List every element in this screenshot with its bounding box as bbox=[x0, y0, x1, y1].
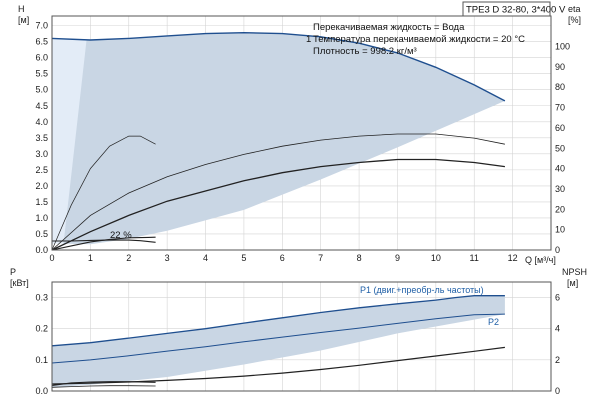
y-right-tick-label: 70 bbox=[555, 103, 565, 113]
power-envelope-shade bbox=[52, 295, 505, 388]
y-axis-label-eta: eta bbox=[568, 4, 581, 14]
y-tick-label: 0.1 bbox=[35, 355, 48, 365]
y-right-tick-label: 40 bbox=[555, 164, 565, 174]
legend-label-p1: P1 (двиг.+преобр-ль частоты) bbox=[360, 285, 484, 295]
y-axis-label-npsh-unit: [м] bbox=[567, 278, 578, 288]
x-tick-label: 10 bbox=[431, 253, 441, 263]
y-tick-label: 0.0 bbox=[35, 245, 48, 255]
p2-power-line bbox=[51, 313, 505, 364]
p1-min-speed-line bbox=[51, 381, 156, 386]
y-right-tick-label: 80 bbox=[555, 82, 565, 92]
x-tick-label: 11 bbox=[470, 253, 479, 263]
y-tick-label: 3.5 bbox=[35, 133, 48, 143]
power-chart-tick-labels: 0.0 0.1 0.2 0.3 0 2 4 6 bbox=[35, 293, 560, 396]
y-right-tick-label: 20 bbox=[555, 204, 565, 214]
y-tick-label: 7.0 bbox=[35, 21, 48, 31]
x-tick-label: 1 bbox=[88, 253, 93, 263]
head-chart-frame bbox=[51, 15, 552, 251]
y-right-tick-label: 4 bbox=[555, 324, 560, 334]
min-head-curve-line bbox=[52, 239, 156, 243]
y-right-tick-label: 10 bbox=[555, 225, 565, 235]
y-tick-label: 0.5 bbox=[35, 229, 48, 239]
efficiency-mid-line bbox=[51, 158, 505, 251]
y-right-tick-label: 50 bbox=[555, 143, 565, 153]
y-tick-label: 5.0 bbox=[35, 85, 48, 95]
minimum-flow-band bbox=[52, 38, 87, 244]
y-tick-label: 6.0 bbox=[35, 53, 48, 63]
y-right-tick-label: 90 bbox=[555, 62, 565, 72]
y-tick-label: 1.0 bbox=[35, 213, 48, 223]
x-tick-label: 9 bbox=[395, 253, 400, 263]
y-right-tick-label: 30 bbox=[555, 184, 565, 194]
y-axis-label-eta-unit: [%] bbox=[568, 15, 581, 25]
y-right-tick-label: 60 bbox=[555, 123, 565, 133]
efficiency-min-speed-line bbox=[51, 135, 156, 251]
y-right-tick-label: 6 bbox=[555, 293, 560, 303]
head-chart-curves bbox=[51, 31, 506, 251]
info-line-liquid: Перекачиваемая жидкость = Вода bbox=[313, 22, 465, 33]
info-line-temperature: Температура перекачиваемой жидкости = 20… bbox=[313, 34, 525, 45]
info-line-density: Плотность = 998.2 кг/м³ bbox=[313, 46, 417, 57]
efficiency-annotation: 22 % bbox=[110, 230, 132, 241]
y-axis-label-head-h: H bbox=[18, 4, 25, 14]
x-tick-label: 0 bbox=[49, 253, 54, 263]
y-tick-label: 2.5 bbox=[35, 165, 48, 175]
head-chart-tick-labels: 0 1 2 3 4 5 6 7 8 9 10 11 120.00.51.01.52.02.53.03.5… bbox=[35, 21, 570, 263]
x-tick-label: 6 bbox=[280, 253, 285, 263]
y-right-tick-label: 0 bbox=[555, 386, 560, 396]
y-right-tick-label: 2 bbox=[555, 355, 560, 365]
y-axis-label-power-unit: [кВт] bbox=[10, 278, 29, 288]
efficiency-low-line bbox=[51, 236, 156, 251]
p2-min-speed-line bbox=[51, 385, 156, 388]
y-tick-label: 1.5 bbox=[35, 197, 48, 207]
curve-marker-label: 1 bbox=[306, 34, 311, 45]
y-axis-label-head-unit: [м] bbox=[18, 15, 29, 25]
x-tick-label: 5 bbox=[241, 253, 246, 263]
x-tick-label: 3 bbox=[165, 253, 170, 263]
x-tick-label: 12 bbox=[508, 253, 518, 263]
p1-power-line bbox=[51, 295, 505, 347]
power-chart-curves bbox=[51, 295, 505, 388]
y-tick-label: 6.5 bbox=[35, 37, 48, 47]
y-tick-label: 0.0 bbox=[35, 386, 48, 396]
y-tick-label: 3.0 bbox=[35, 149, 48, 159]
x-tick-label: 4 bbox=[203, 253, 208, 263]
x-axis-label-flow: Q [м³/ч] bbox=[525, 255, 556, 265]
x-tick-label: 8 bbox=[357, 253, 362, 263]
efficiency-max-line bbox=[51, 133, 505, 251]
y-tick-label: 4.5 bbox=[35, 101, 48, 111]
y-tick-label: 0.2 bbox=[35, 324, 48, 334]
y-tick-label: 4.0 bbox=[35, 117, 48, 127]
legend-label-p2: P2 bbox=[488, 317, 499, 327]
y-axis-label-npsh: NPSH bbox=[562, 267, 587, 277]
power-chart-frame bbox=[51, 281, 552, 392]
y-axis-label-power: P bbox=[10, 267, 16, 277]
y-right-tick-label: 0 bbox=[555, 245, 560, 255]
x-tick-label: 7 bbox=[318, 253, 323, 263]
chart-title: TPE3 D 32-80, 3*400 V bbox=[466, 5, 566, 16]
operating-envelope-shade bbox=[52, 32, 505, 245]
y-tick-label: 0.3 bbox=[35, 293, 48, 303]
y-right-tick-label: 100 bbox=[555, 42, 570, 52]
y-tick-label: 5.5 bbox=[35, 69, 48, 79]
chart-title-box bbox=[462, 1, 551, 17]
max-head-curve-line bbox=[51, 31, 506, 102]
y-tick-label: 2.0 bbox=[35, 181, 48, 191]
x-tick-label: 2 bbox=[126, 253, 131, 263]
